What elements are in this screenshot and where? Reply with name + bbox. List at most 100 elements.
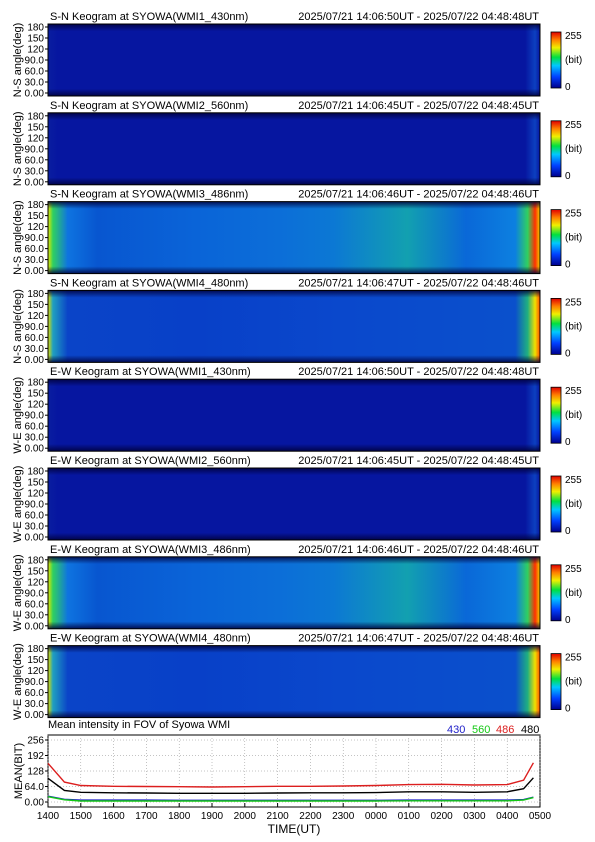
x-tick-label: 1700 xyxy=(135,811,158,822)
x-tick-label: 0100 xyxy=(398,811,421,822)
angle-tick-label: 150 xyxy=(27,478,44,489)
panel-title: S-N Keogram at SYOWA(WMI2_560nm) xyxy=(50,100,248,112)
angle-tick-label: 60.0 xyxy=(25,333,45,344)
y-tick-label: 128 xyxy=(27,767,44,778)
angle-tick-label: 180 xyxy=(27,467,44,478)
colorbar-unit-label: (bit) xyxy=(565,233,582,244)
keogram-panel-8: E-W Keogram at SYOWA(WMI4_480nm) 2025/07/… xyxy=(12,633,582,722)
keogram-horizon-shade xyxy=(48,468,540,540)
colorbar-max-label: 255 xyxy=(565,31,582,42)
x-tick-label: 1600 xyxy=(102,811,125,822)
x-tick-label: 0300 xyxy=(463,811,486,822)
colorbar-min-label: 0 xyxy=(565,260,571,271)
keogram-panel-3: S-N Keogram at SYOWA(WMI3_486nm) 2025/07/… xyxy=(12,189,582,278)
panel-y-axis-label: W-E angle(deg) xyxy=(12,554,24,631)
colorbar: 255 (bit) 0 xyxy=(550,31,582,93)
angle-tick-label: 60.0 xyxy=(25,244,45,255)
angle-tick-label: 30.0 xyxy=(25,255,45,266)
legend-430: 430 xyxy=(447,724,465,736)
angle-tick-label: 60.0 xyxy=(25,599,45,610)
angle-tick-label: 150 xyxy=(27,566,44,577)
panel-time-range: 2025/07/21 14:06:47UT - 2025/07/22 04:48… xyxy=(298,633,539,645)
x-tick-label: 2200 xyxy=(299,811,322,822)
panel-time-range: 2025/07/21 14:06:45UT - 2025/07/22 04:48… xyxy=(298,455,539,467)
angle-tick-label: 90.0 xyxy=(25,144,45,155)
colorbar-min-label: 0 xyxy=(565,171,571,182)
angle-tick-label: 120 xyxy=(27,222,44,233)
x-tick-label: 0500 xyxy=(529,811,552,822)
angle-tick-label: 30.0 xyxy=(25,522,45,533)
x-tick-label: 1900 xyxy=(201,811,224,822)
angle-tick-label: 90.0 xyxy=(25,411,45,422)
colorbar-gradient xyxy=(550,209,562,267)
colorbar: 255 (bit) 0 xyxy=(550,120,582,182)
angle-tick-label: 150 xyxy=(27,389,44,400)
panel-title: E-W Keogram at SYOWA(WMI4_480nm) xyxy=(50,633,251,645)
keogram-horizon-shade xyxy=(48,290,540,363)
colorbar-max-label: 255 xyxy=(565,475,582,486)
angle-tick-label: 90.0 xyxy=(25,233,45,244)
panel-time-range: 2025/07/21 14:06:46UT - 2025/07/22 04:48… xyxy=(298,544,539,556)
legend-486: 486 xyxy=(496,724,514,736)
colorbar: 255 (bit) 0 xyxy=(550,297,582,359)
angle-tick-label: 180 xyxy=(27,111,44,122)
colorbar-max-label: 255 xyxy=(565,564,582,575)
mean-y-axis-label: MEAN(BIT) xyxy=(13,743,25,799)
panel-y-axis-label: N-S angle(deg) xyxy=(12,23,24,98)
x-tick-label: 2100 xyxy=(266,811,289,822)
keogram-horizon-shade xyxy=(48,24,540,96)
y-tick-label: 192 xyxy=(27,751,44,762)
colorbar-max-label: 255 xyxy=(565,386,582,397)
panel-y-axis-label: N-S angle(deg) xyxy=(12,112,24,187)
colorbar-unit-label: (bit) xyxy=(565,410,582,421)
colorbar-min-label: 0 xyxy=(565,526,571,537)
legend-560: 560 xyxy=(472,724,490,736)
angle-tick-label: 150 xyxy=(27,655,44,666)
angle-tick-label: 60.0 xyxy=(25,155,45,166)
colorbar-gradient xyxy=(550,386,562,444)
colorbar-min-label: 0 xyxy=(565,348,571,359)
angle-tick-label: 120 xyxy=(27,133,44,144)
colorbar-max-label: 255 xyxy=(565,120,582,131)
keogram-horizon-shade xyxy=(48,112,540,185)
panel-title: E-W Keogram at SYOWA(WMI2_560nm) xyxy=(50,455,251,467)
series-line-486 xyxy=(47,762,535,788)
mean-series-lines xyxy=(47,762,535,802)
colorbar-unit-label: (bit) xyxy=(565,321,582,332)
keogram-panel-1: S-N Keogram at SYOWA(WMI1_430nm) 2025/07/… xyxy=(12,11,582,100)
x-tick-label: 0000 xyxy=(365,811,388,822)
x-tick-label: 0200 xyxy=(430,811,453,822)
colorbar: 255 (bit) 0 xyxy=(550,386,582,448)
angle-tick-label: 90.0 xyxy=(25,322,45,333)
legend-480: 480 xyxy=(521,724,539,736)
colorbar-unit-label: (bit) xyxy=(565,55,582,66)
angle-tick-label: 30.0 xyxy=(25,699,45,710)
panel-y-axis-label: W-E angle(deg) xyxy=(12,466,24,543)
angle-tick-label: 180 xyxy=(27,289,44,300)
panel-title: E-W Keogram at SYOWA(WMI3_486nm) xyxy=(50,544,251,556)
angle-tick-label: 0.00 xyxy=(25,355,45,366)
angle-tick-label: 120 xyxy=(27,400,44,411)
angle-tick-label: 0.00 xyxy=(25,177,45,188)
colorbar-min-label: 0 xyxy=(565,615,571,626)
panel-title: S-N Keogram at SYOWA(WMI3_486nm) xyxy=(50,189,248,201)
keogram-horizon-shade xyxy=(48,201,540,274)
panel-y-axis-label: W-E angle(deg) xyxy=(12,643,24,720)
colorbar: 255 (bit) 0 xyxy=(550,475,582,537)
angle-tick-label: 30.0 xyxy=(25,610,45,621)
series-line-560 xyxy=(47,796,534,802)
colorbar: 255 (bit) 0 xyxy=(550,564,582,626)
angle-tick-label: 30.0 xyxy=(25,78,45,89)
keogram-panel-2: S-N Keogram at SYOWA(WMI2_560nm) 2025/07/… xyxy=(12,100,582,189)
x-tick-label: 1800 xyxy=(168,811,191,822)
angle-tick-label: 0.00 xyxy=(25,444,45,455)
panel-time-range: 2025/07/21 14:06:50UT - 2025/07/22 04:48… xyxy=(298,366,539,378)
angle-tick-label: 120 xyxy=(27,577,44,588)
colorbar-max-label: 255 xyxy=(565,209,582,220)
keogram-panel-7: E-W Keogram at SYOWA(WMI3_486nm) 2025/07/… xyxy=(12,544,582,633)
mean-intensity-panel: Mean intensity in FOV of Syowa WMI 430 5… xyxy=(13,719,552,836)
angle-tick-label: 60.0 xyxy=(25,67,45,78)
panel-time-range: 2025/07/21 14:06:45UT - 2025/07/22 04:48… xyxy=(298,100,539,112)
panel-title: S-N Keogram at SYOWA(WMI4_480nm) xyxy=(50,277,248,289)
mean-x-axis: 1400 1500 1600 1700 1800 1900 2000 2100 2200 2300… xyxy=(37,803,552,822)
